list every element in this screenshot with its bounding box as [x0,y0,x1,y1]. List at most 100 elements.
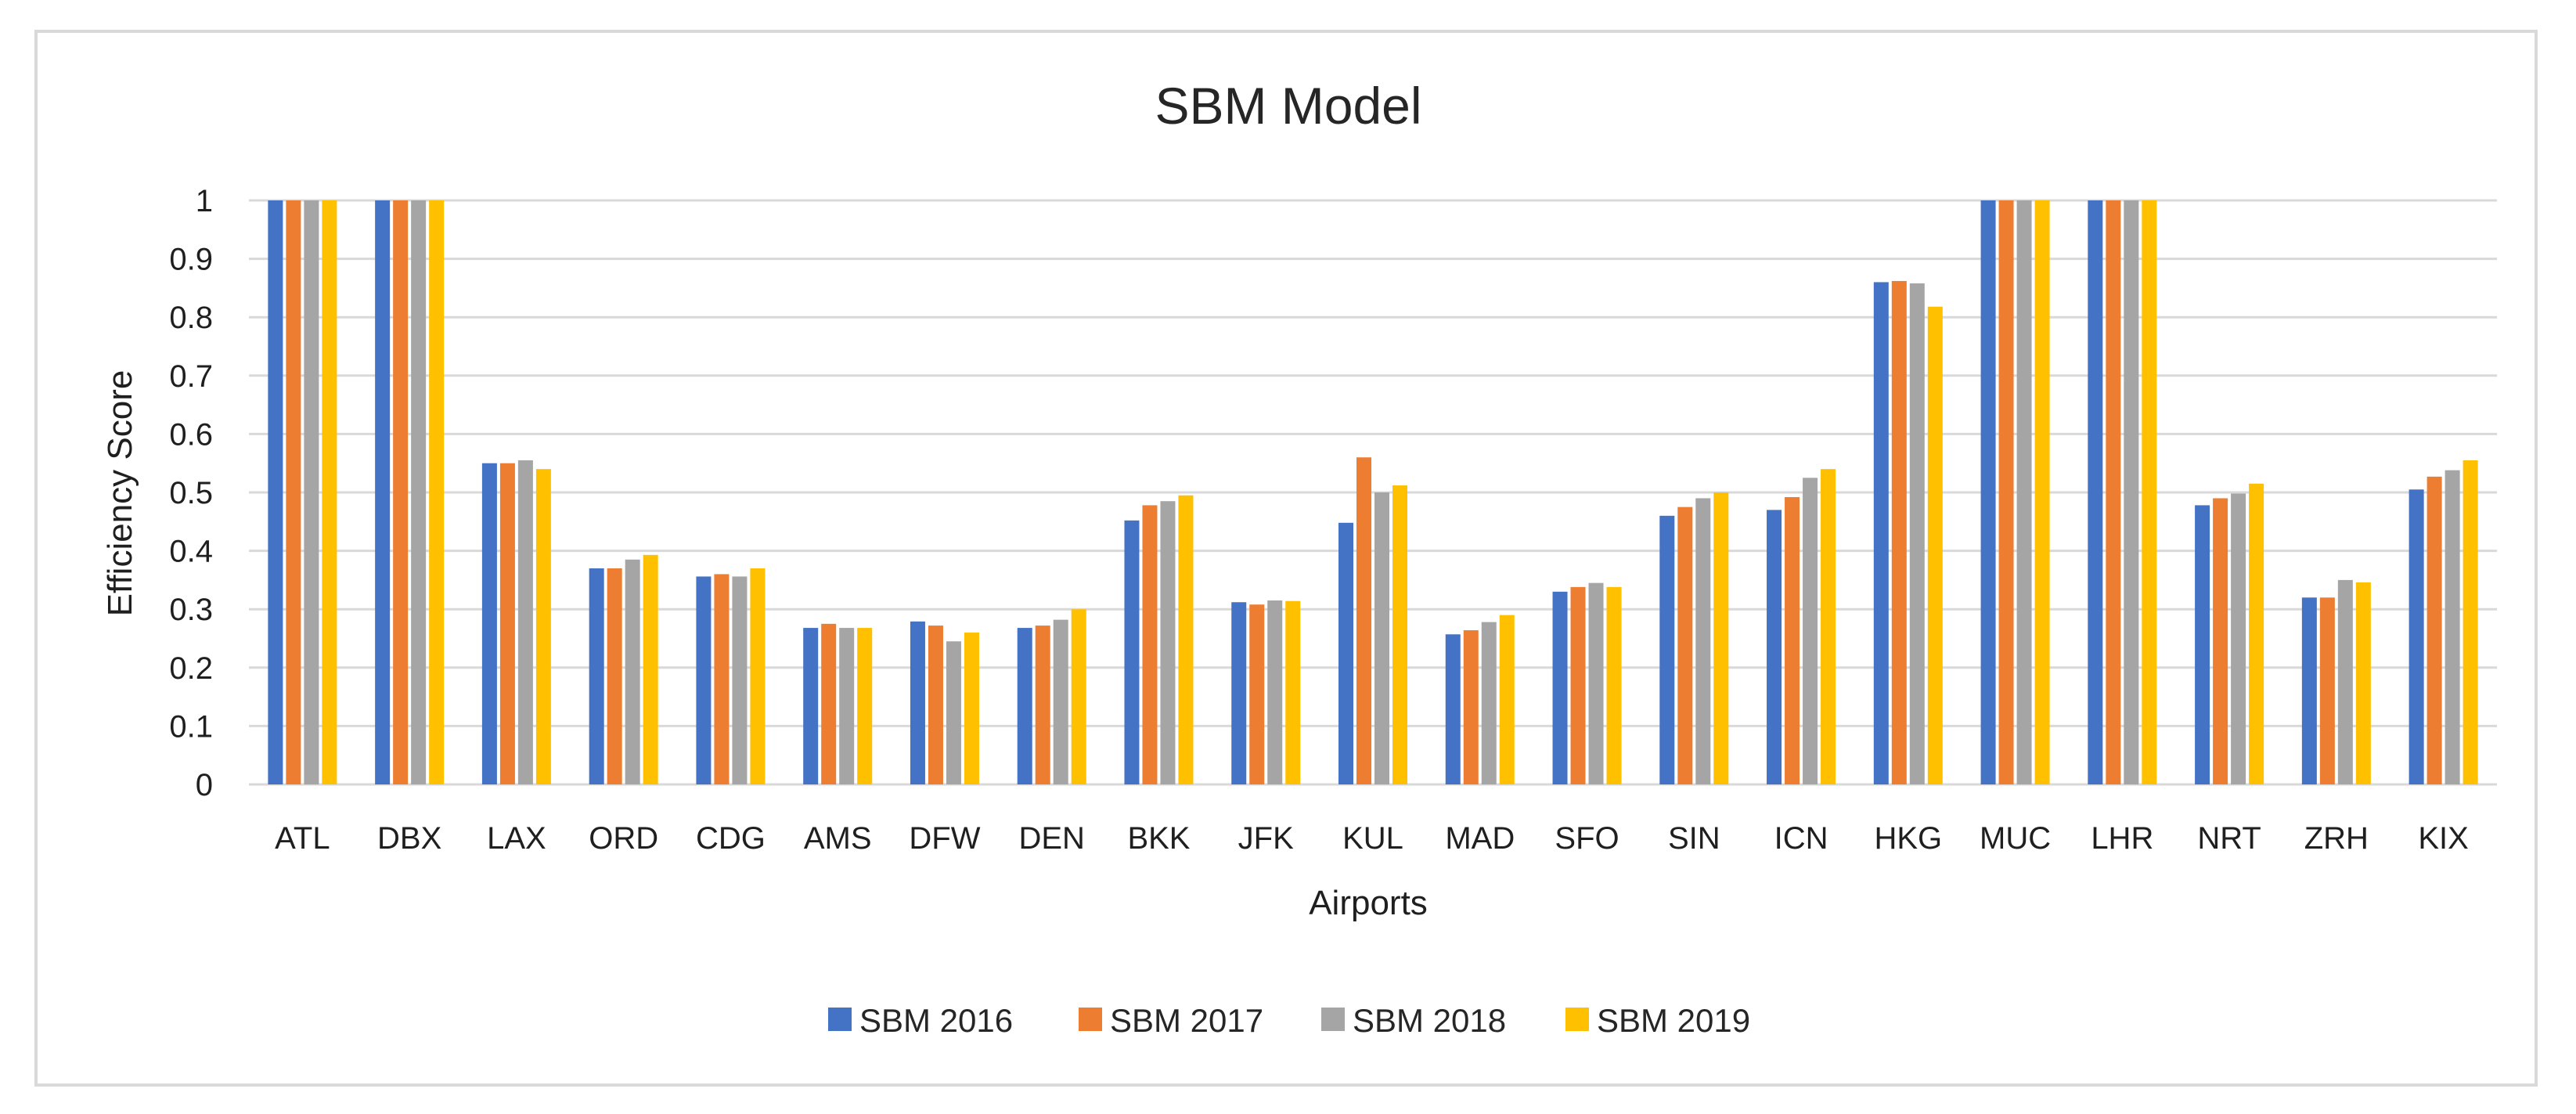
bar-sfo-sbm-2019 [1606,586,1622,784]
x-tick-label: SIN [1668,821,1720,856]
bar-hkg-sbm-2017 [1891,280,1907,784]
bar-kul-sbm-2017 [1356,457,1371,784]
bar-mad-sbm-2019 [1499,615,1515,784]
x-tick-label: JFK [1238,821,1294,856]
bar-hkg-sbm-2016 [1873,282,1889,784]
bar-den-sbm-2016 [1017,628,1032,784]
x-tick-label: ICN [1774,821,1828,856]
bar-sfo-sbm-2016 [1552,591,1568,784]
bar-bkk-sbm-2018 [1160,501,1176,784]
bar-bkk-sbm-2016 [1124,520,1140,784]
bar-series-group [268,200,2478,785]
bar-dbx-sbm-2017 [393,200,409,784]
bar-ams-sbm-2019 [857,628,873,784]
bar-kix-sbm-2019 [2463,460,2478,784]
bar-kul-sbm-2018 [1374,492,1389,784]
legend-label: SBM 2017 [1110,1002,1263,1039]
x-tick-label: ZRH [2304,821,2369,856]
bar-dfw-sbm-2016 [910,621,925,784]
bar-lhr-sbm-2018 [2124,200,2139,784]
bar-ord-sbm-2017 [607,568,622,784]
bar-kul-sbm-2016 [1338,522,1353,784]
bar-sfo-sbm-2017 [1570,586,1586,784]
bar-bkk-sbm-2019 [1178,495,1194,784]
bar-atl-sbm-2017 [286,200,301,784]
y-tick-label: 0.7 [169,359,213,394]
bar-kix-sbm-2016 [2408,489,2424,784]
bar-lhr-sbm-2019 [2142,200,2157,784]
y-axis-ticks: 0 0.1 0.2 0.3 0.4 0.5 0.6 0.7 0.8 0.9 1 [169,184,213,802]
bar-kul-sbm-2019 [1392,485,1407,784]
x-axis-title: Airports [1309,884,1428,922]
x-tick-label: DFW [909,821,980,856]
bar-dbx-sbm-2019 [429,200,445,784]
x-axis-ticks: ATL DBX LAX ORD CDG AMS DFW DEN BKK JFK KUL MAD SFO S… [275,821,2469,856]
bar-sin-sbm-2019 [1713,492,1729,784]
bar-lhr-sbm-2017 [2106,200,2121,784]
bar-dbx-sbm-2018 [411,200,427,784]
bar-nrt-sbm-2019 [2249,483,2264,784]
bar-icn-sbm-2019 [1821,469,1836,784]
bar-nrt-sbm-2018 [2231,493,2246,784]
bar-den-sbm-2019 [1071,609,1086,784]
bar-nrt-sbm-2016 [2195,505,2210,784]
bar-ams-sbm-2016 [803,628,819,784]
bar-kix-sbm-2017 [2426,476,2442,784]
x-tick-label: ATL [275,821,330,856]
bar-dfw-sbm-2019 [964,633,979,784]
bar-zrh-sbm-2019 [2355,582,2371,784]
bar-mad-sbm-2016 [1445,634,1461,784]
bar-muc-sbm-2017 [1998,200,2014,784]
bar-sfo-sbm-2018 [1588,582,1604,784]
x-tick-label: SFO [1555,821,1619,856]
bar-atl-sbm-2016 [268,200,283,784]
bar-dfw-sbm-2018 [946,641,961,784]
x-tick-label: LAX [487,821,546,856]
bar-jfk-sbm-2017 [1249,604,1265,784]
bar-hkg-sbm-2018 [1909,283,1925,784]
bar-zrh-sbm-2018 [2337,579,2353,784]
bar-dfw-sbm-2017 [928,625,943,784]
bar-nrt-sbm-2017 [2213,498,2228,784]
gridlines [249,199,2497,786]
y-tick-label: 0.5 [169,476,213,510]
bar-jfk-sbm-2016 [1231,602,1247,784]
x-tick-label: LHR [2091,821,2153,856]
bar-zrh-sbm-2017 [2319,597,2335,784]
bar-lax-sbm-2018 [517,460,533,784]
legend: SBM 2016 SBM 2017 SBM 2018 SBM 2019 [828,1002,1750,1039]
legend-swatch [828,1008,852,1031]
x-tick-label: KIX [2418,821,2468,856]
legend-label: SBM 2019 [1597,1002,1750,1039]
bar-cdg-sbm-2018 [732,576,748,784]
bar-icn-sbm-2018 [1803,478,1818,784]
bar-ams-sbm-2017 [821,623,837,784]
bar-icn-sbm-2017 [1785,496,1800,784]
bar-muc-sbm-2018 [2016,200,2032,784]
y-tick-label: 0.6 [169,417,213,452]
bar-zrh-sbm-2016 [2301,597,2317,784]
bar-lax-sbm-2019 [535,469,551,784]
x-tick-label: DBX [377,821,441,856]
y-tick-label: 0.9 [169,243,213,277]
legend-label: SBM 2016 [859,1002,1013,1039]
bar-sin-sbm-2018 [1695,498,1711,784]
y-tick-label: 0.2 [169,651,213,686]
legend-swatch [1079,1008,1102,1031]
y-tick-label: 0.3 [169,593,213,627]
bar-den-sbm-2017 [1035,625,1050,784]
x-tick-label: CDG [696,821,766,856]
bar-cdg-sbm-2016 [696,576,712,784]
y-tick-label: 0 [196,768,213,802]
bar-sin-sbm-2016 [1659,515,1675,784]
legend-swatch [1565,1008,1589,1031]
bar-lhr-sbm-2016 [2088,200,2103,784]
bar-ord-sbm-2019 [643,554,658,784]
bar-hkg-sbm-2019 [1927,306,1943,785]
bar-jfk-sbm-2018 [1267,600,1283,784]
chart-title: SBM Model [1155,77,1421,135]
bar-cdg-sbm-2017 [714,574,730,784]
y-tick-label: 0.1 [169,709,213,744]
x-tick-label: HKG [1874,821,1942,856]
bar-dbx-sbm-2016 [375,200,391,784]
